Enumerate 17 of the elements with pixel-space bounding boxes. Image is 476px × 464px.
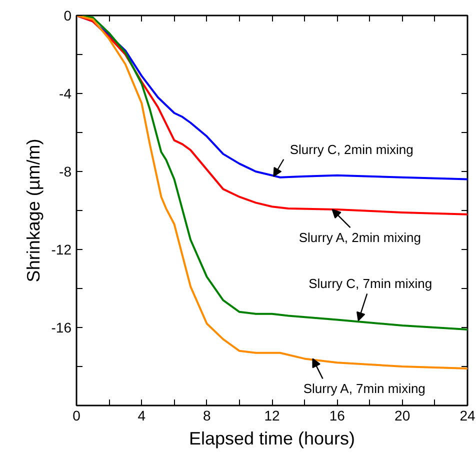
y-axis-title: Shrinkage (µm/m) [23, 138, 44, 282]
x-tick-label: 12 [264, 408, 280, 424]
y-tick-label: -8 [59, 164, 72, 180]
annotation: Slurry C, 7min mixing [308, 276, 432, 292]
annotation: Slurry A, 7min mixing [303, 381, 426, 396]
x-tick-label: 20 [394, 408, 410, 424]
y-tick-label: -4 [59, 86, 72, 102]
x-axis-title: Elapsed time (hours) [188, 428, 356, 448]
x-tick-label: 4 [138, 408, 146, 424]
y-tick-label: -12 [51, 242, 72, 258]
x-tick-label: 16 [329, 408, 346, 424]
x-tick-label: 8 [202, 408, 211, 424]
y-tick-label: 0 [64, 8, 72, 24]
y-tick-label: -16 [51, 320, 72, 336]
x-tick-label: 24 [460, 408, 476, 424]
annotation: Slurry C, 2min mixing [290, 142, 414, 157]
annotation: Slurry A, 2min mixing [298, 230, 421, 246]
